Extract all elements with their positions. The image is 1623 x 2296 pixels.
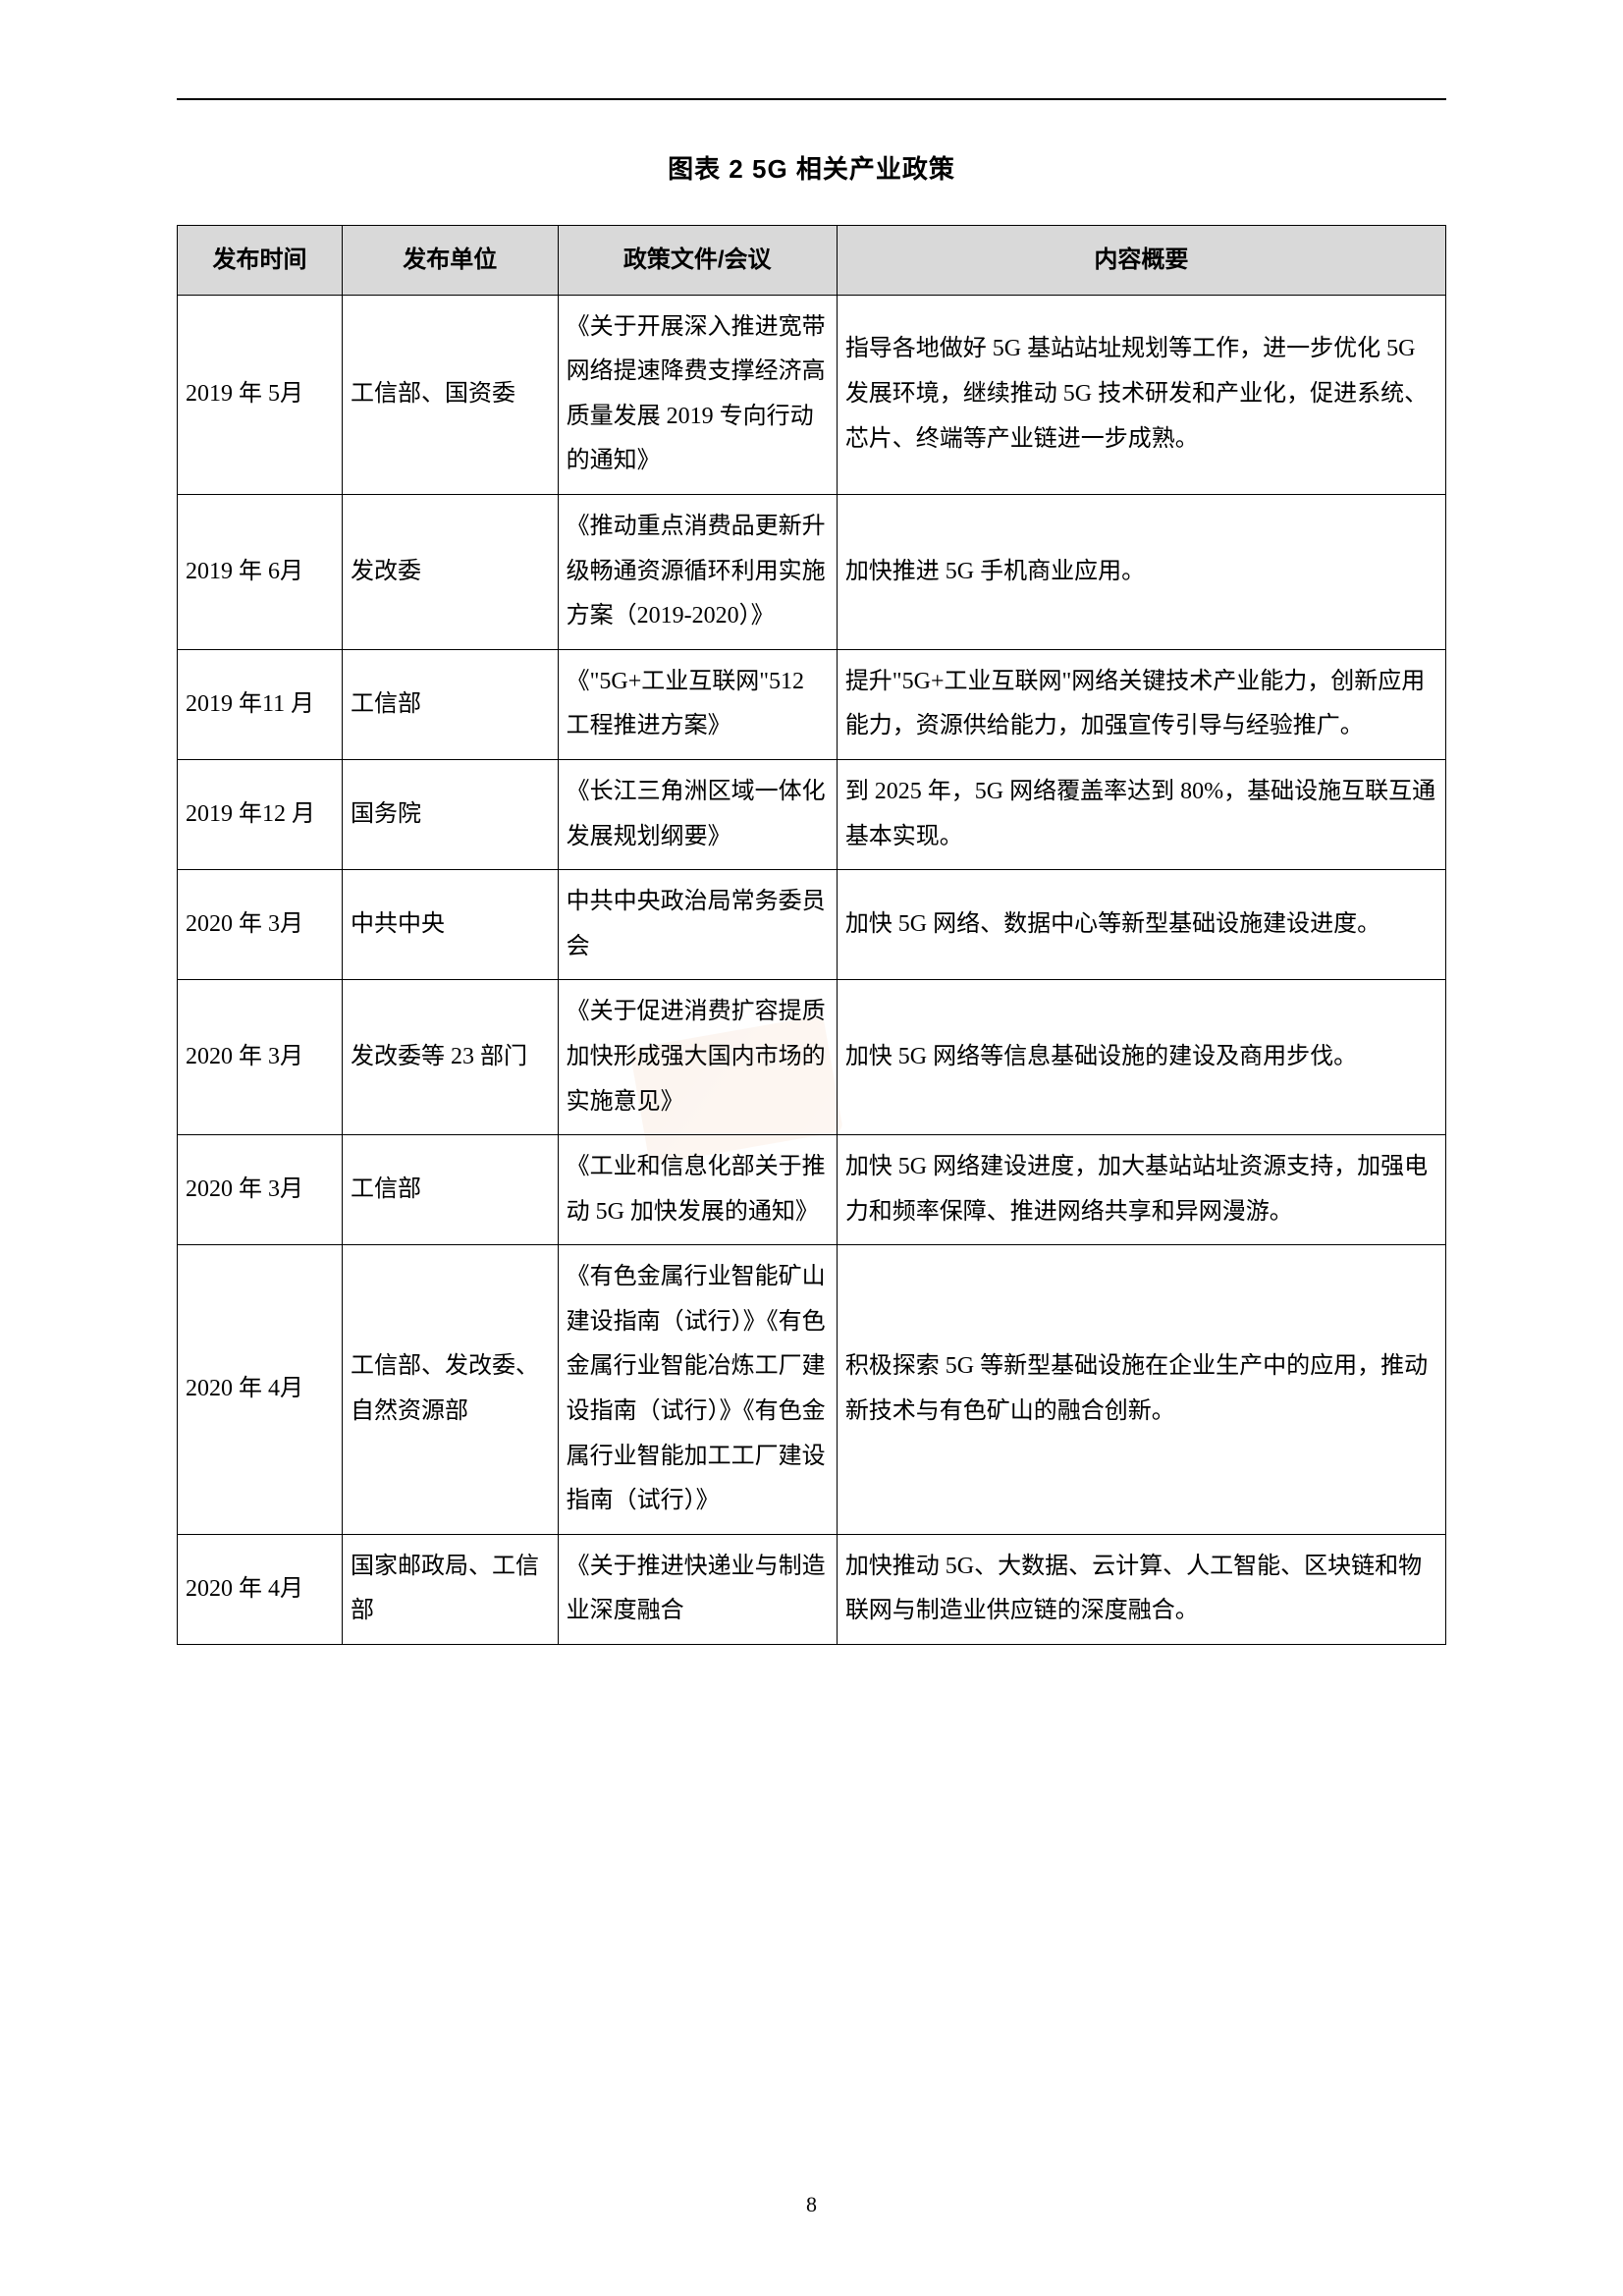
header-unit: 发布单位	[342, 226, 558, 296]
header-content: 内容概要	[837, 226, 1445, 296]
table-row: 2020 年 3月 中共中央 中共中央政治局常务委员会 加快 5G 网络、数据中…	[178, 870, 1446, 980]
table-row: 2019 年 6月 发改委 《推动重点消费品更新升级畅通资源循环利用实施方案（2…	[178, 494, 1446, 649]
cell-date: 2020 年 4月	[178, 1534, 343, 1644]
cell-policy: 《工业和信息化部关于推动 5G 加快发展的通知》	[558, 1135, 837, 1245]
cell-unit: 工信部	[342, 1135, 558, 1245]
page-top-rule	[177, 98, 1446, 100]
cell-date: 2019 年12 月	[178, 759, 343, 869]
table-row: 2019 年12 月 国务院 《长江三角洲区域一体化发展规划纲要》 到 2025…	[178, 759, 1446, 869]
header-policy: 政策文件/会议	[558, 226, 837, 296]
cell-policy: 《长江三角洲区域一体化发展规划纲要》	[558, 759, 837, 869]
cell-policy: 《推动重点消费品更新升级畅通资源循环利用实施方案（2019-2020）》	[558, 494, 837, 649]
cell-date: 2019 年11 月	[178, 649, 343, 759]
cell-unit: 工信部	[342, 649, 558, 759]
cell-content: 积极探索 5G 等新型基础设施在企业生产中的应用，推动新技术与有色矿山的融合创新…	[837, 1245, 1445, 1535]
cell-content: 加快 5G 网络等信息基础设施的建设及商用步伐。	[837, 980, 1445, 1135]
cell-unit: 中共中央	[342, 870, 558, 980]
table-row: 2020 年 4月 国家邮政局、工信部 《关于推进快递业与制造业深度融合 加快推…	[178, 1534, 1446, 1644]
cell-policy: 《有色金属行业智能矿山建设指南（试行）》《有色金属行业智能冶炼工厂建设指南（试行…	[558, 1245, 837, 1535]
header-date: 发布时间	[178, 226, 343, 296]
cell-date: 2020 年 3月	[178, 1135, 343, 1245]
table-row: 2020 年 3月 工信部 《工业和信息化部关于推动 5G 加快发展的通知》 加…	[178, 1135, 1446, 1245]
table-row: 2020 年 4月 工信部、发改委、自然资源部 《有色金属行业智能矿山建设指南（…	[178, 1245, 1446, 1535]
cell-content: 加快推进 5G 手机商业应用。	[837, 494, 1445, 649]
figure-title: 图表 2 5G 相关产业政策	[177, 149, 1446, 186]
cell-content: 加快 5G 网络建设进度，加大基站站址资源支持，加强电力和频率保障、推进网络共享…	[837, 1135, 1445, 1245]
cell-unit: 发改委等 23 部门	[342, 980, 558, 1135]
cell-unit: 国务院	[342, 759, 558, 869]
table-row: 2020 年 3月 发改委等 23 部门 《关于促进消费扩容提质加快形成强大国内…	[178, 980, 1446, 1135]
cell-date: 2020 年 3月	[178, 870, 343, 980]
cell-unit: 工信部、发改委、自然资源部	[342, 1245, 558, 1535]
cell-unit: 发改委	[342, 494, 558, 649]
cell-policy: 《"5G+工业互联网"512 工程推进方案》	[558, 649, 837, 759]
cell-policy: 《关于开展深入推进宽带网络提速降费支撑经济高质量发展 2019 专向行动的通知》	[558, 295, 837, 494]
cell-policy: 《关于推进快递业与制造业深度融合	[558, 1534, 837, 1644]
cell-date: 2019 年 6月	[178, 494, 343, 649]
page-number: 8	[0, 2192, 1623, 2217]
policy-table: 发布时间 发布单位 政策文件/会议 内容概要 2019 年 5月 工信部、国资委…	[177, 225, 1446, 1645]
cell-content: 提升"5G+工业互联网"网络关键技术产业能力，创新应用能力，资源供给能力，加强宣…	[837, 649, 1445, 759]
cell-date: 2020 年 4月	[178, 1245, 343, 1535]
table-header-row: 发布时间 发布单位 政策文件/会议 内容概要	[178, 226, 1446, 296]
cell-date: 2020 年 3月	[178, 980, 343, 1135]
table-body: 2019 年 5月 工信部、国资委 《关于开展深入推进宽带网络提速降费支撑经济高…	[178, 295, 1446, 1644]
cell-unit: 国家邮政局、工信部	[342, 1534, 558, 1644]
cell-content: 加快 5G 网络、数据中心等新型基础设施建设进度。	[837, 870, 1445, 980]
cell-content: 指导各地做好 5G 基站站址规划等工作，进一步优化 5G 发展环境，继续推动 5…	[837, 295, 1445, 494]
cell-policy: 中共中央政治局常务委员会	[558, 870, 837, 980]
table-row: 2019 年11 月 工信部 《"5G+工业互联网"512 工程推进方案》 提升…	[178, 649, 1446, 759]
cell-unit: 工信部、国资委	[342, 295, 558, 494]
cell-policy: 《关于促进消费扩容提质加快形成强大国内市场的实施意见》	[558, 980, 837, 1135]
table-row: 2019 年 5月 工信部、国资委 《关于开展深入推进宽带网络提速降费支撑经济高…	[178, 295, 1446, 494]
cell-content: 加快推动 5G、大数据、云计算、人工智能、区块链和物联网与制造业供应链的深度融合…	[837, 1534, 1445, 1644]
cell-date: 2019 年 5月	[178, 295, 343, 494]
cell-content: 到 2025 年，5G 网络覆盖率达到 80%，基础设施互联互通基本实现。	[837, 759, 1445, 869]
